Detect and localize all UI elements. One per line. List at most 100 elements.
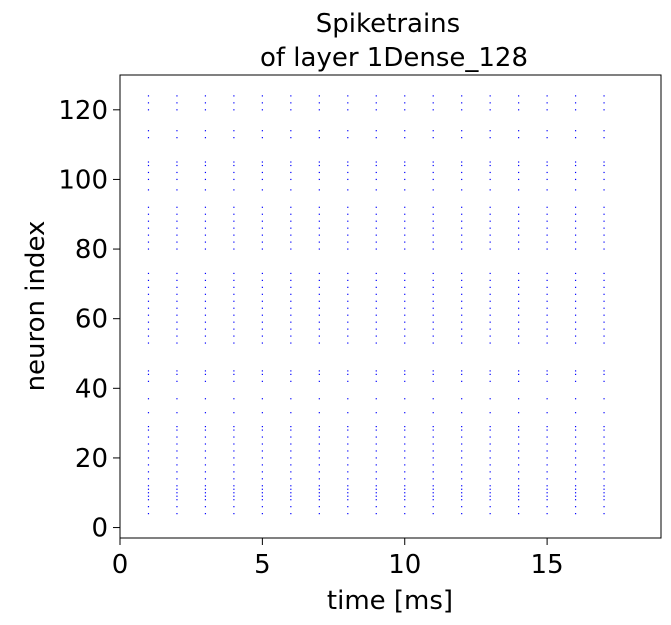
spike-point bbox=[518, 488, 520, 490]
spike-point bbox=[176, 220, 178, 222]
spike-point bbox=[204, 272, 207, 275]
spike-point bbox=[574, 495, 577, 497]
spike-point bbox=[546, 130, 548, 132]
spike-point bbox=[176, 464, 178, 466]
spike-point bbox=[147, 137, 150, 139]
spike-point bbox=[147, 189, 150, 191]
spike-point bbox=[489, 227, 491, 229]
spike-point bbox=[518, 436, 520, 438]
spike-point bbox=[603, 178, 605, 181]
spike-point bbox=[147, 95, 150, 97]
spike-point bbox=[432, 314, 434, 316]
spike-point bbox=[461, 380, 463, 382]
spike-point bbox=[204, 513, 207, 515]
spike-point bbox=[176, 178, 178, 181]
spike-point bbox=[318, 241, 320, 243]
spike-point bbox=[461, 492, 463, 494]
spike-point bbox=[432, 137, 434, 139]
spike-point bbox=[318, 314, 320, 316]
spike-point bbox=[347, 241, 349, 243]
spike-point bbox=[233, 279, 235, 281]
spike-point bbox=[147, 314, 150, 316]
spike-point bbox=[489, 429, 491, 431]
spike-point bbox=[404, 464, 406, 466]
spike-point bbox=[404, 335, 406, 337]
spike-point bbox=[290, 307, 292, 309]
spike-point bbox=[404, 178, 406, 181]
spike-point bbox=[375, 248, 377, 250]
spike-point bbox=[290, 314, 292, 316]
spike-point bbox=[176, 443, 178, 445]
spike-point bbox=[518, 506, 520, 508]
spike-point bbox=[261, 436, 263, 438]
spike-point bbox=[432, 373, 434, 375]
spike-point bbox=[432, 335, 434, 337]
spike-point bbox=[204, 499, 207, 501]
spike-point bbox=[261, 164, 263, 167]
spike-point bbox=[489, 471, 491, 473]
spike-point bbox=[176, 189, 178, 191]
spike-point bbox=[290, 109, 292, 111]
spike-point bbox=[404, 161, 406, 163]
spike-point bbox=[574, 137, 577, 139]
spike-point bbox=[147, 328, 150, 330]
spike-point bbox=[375, 178, 377, 181]
spike-point bbox=[261, 342, 263, 344]
spike-point bbox=[347, 227, 349, 229]
spike-point bbox=[375, 380, 377, 382]
spike-point bbox=[518, 248, 520, 250]
spike-point bbox=[574, 130, 577, 132]
spike-point bbox=[518, 272, 520, 275]
spike-point bbox=[489, 293, 491, 295]
spike-point bbox=[518, 164, 520, 167]
spike-point bbox=[204, 429, 207, 431]
spike-point bbox=[489, 95, 491, 97]
spike-point bbox=[461, 485, 463, 487]
spike-point bbox=[461, 241, 463, 243]
spike-point bbox=[290, 492, 292, 494]
spike-point bbox=[290, 342, 292, 344]
spike-point bbox=[546, 248, 548, 250]
spike-point bbox=[461, 109, 463, 111]
spike-point bbox=[347, 370, 349, 372]
spike-point bbox=[432, 398, 434, 400]
x-tick-label: 10 bbox=[388, 550, 421, 580]
spike-point bbox=[375, 499, 377, 501]
spike-point bbox=[261, 380, 263, 382]
spike-point bbox=[261, 485, 263, 487]
spike-point bbox=[518, 485, 520, 487]
spike-point bbox=[147, 492, 150, 494]
spike-point bbox=[404, 314, 406, 316]
spike-point bbox=[603, 213, 605, 215]
spike-point bbox=[404, 241, 406, 243]
spike-point bbox=[461, 293, 463, 295]
spike-point bbox=[176, 102, 178, 104]
spike-point bbox=[375, 370, 377, 372]
spike-point bbox=[518, 398, 520, 400]
spike-point bbox=[290, 478, 292, 480]
spike-point bbox=[176, 478, 178, 480]
spike-point bbox=[489, 307, 491, 309]
spike-point bbox=[461, 102, 463, 104]
spike-point bbox=[290, 506, 292, 508]
spike-point bbox=[461, 164, 463, 167]
spike-point bbox=[375, 513, 377, 515]
spike-point bbox=[176, 293, 178, 295]
spike-point bbox=[489, 102, 491, 104]
spike-point bbox=[432, 206, 434, 208]
spike-point bbox=[432, 227, 434, 229]
spike-point bbox=[518, 293, 520, 295]
spike-point bbox=[375, 272, 377, 275]
spike-point bbox=[489, 488, 491, 490]
spike-point bbox=[375, 241, 377, 243]
spike-point bbox=[404, 95, 406, 97]
spike-point bbox=[574, 506, 577, 508]
spike-point bbox=[574, 488, 577, 490]
spike-point bbox=[574, 234, 577, 236]
spike-point bbox=[147, 293, 150, 295]
spike-point bbox=[347, 342, 349, 344]
spike-point bbox=[489, 485, 491, 487]
spike-point bbox=[461, 137, 463, 139]
spike-point bbox=[147, 213, 150, 215]
